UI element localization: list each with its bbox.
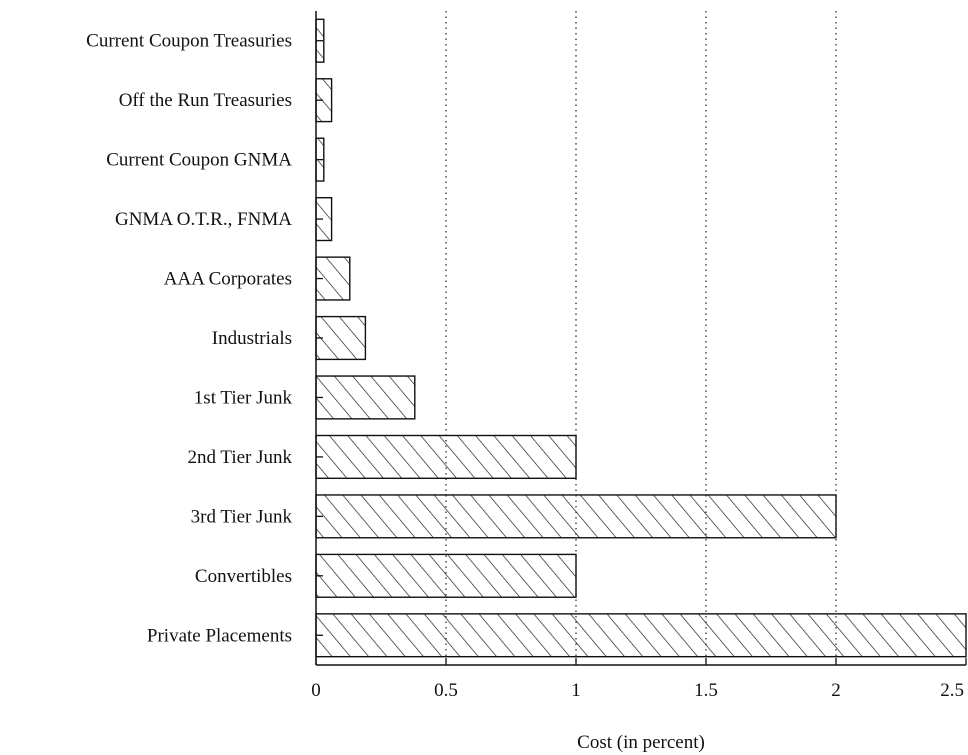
- x-ticks: 0 0.5 1 1.5 2 2.5: [311, 658, 967, 701]
- x-tick-label-0: 0: [311, 680, 321, 701]
- x-tick-label-4: 2: [831, 680, 841, 701]
- x-axis-title: Cost (in percent): [577, 732, 705, 753]
- category-labels: Current Coupon Treasuries Off the Run Tre…: [86, 31, 292, 647]
- x-tick-label-2: 1: [571, 680, 581, 701]
- category-label-7: 1st Tier Junk: [194, 387, 293, 408]
- x-tick-label-5: 2.5: [940, 680, 964, 701]
- category-label-3: Current Coupon GNMA: [106, 150, 292, 171]
- category-label-4: GNMA O.T.R., FNMA: [115, 209, 292, 230]
- bars: [315, 18, 967, 658]
- bar-10: [315, 553, 577, 598]
- category-label-10: Convertibles: [195, 566, 292, 587]
- category-label-8: 2nd Tier Junk: [187, 447, 292, 468]
- x-tick-label-3: 1.5: [694, 680, 718, 701]
- x-tick-label-1: 0.5: [434, 680, 458, 701]
- category-label-1: Current Coupon Treasuries: [86, 31, 292, 52]
- category-label-5: AAA Corporates: [164, 269, 292, 290]
- category-label-6: Industrials: [212, 328, 292, 349]
- axes: [315, 11, 966, 666]
- category-label-9: 3rd Tier Junk: [191, 506, 293, 527]
- category-label-2: Off the Run Treasuries: [119, 90, 292, 111]
- bar-8: [315, 434, 577, 480]
- bar-9: [315, 494, 837, 539]
- bar-7: [315, 375, 416, 420]
- category-label-11: Private Placements: [147, 625, 292, 646]
- bar-11: [315, 613, 967, 658]
- bar-6: [315, 315, 367, 361]
